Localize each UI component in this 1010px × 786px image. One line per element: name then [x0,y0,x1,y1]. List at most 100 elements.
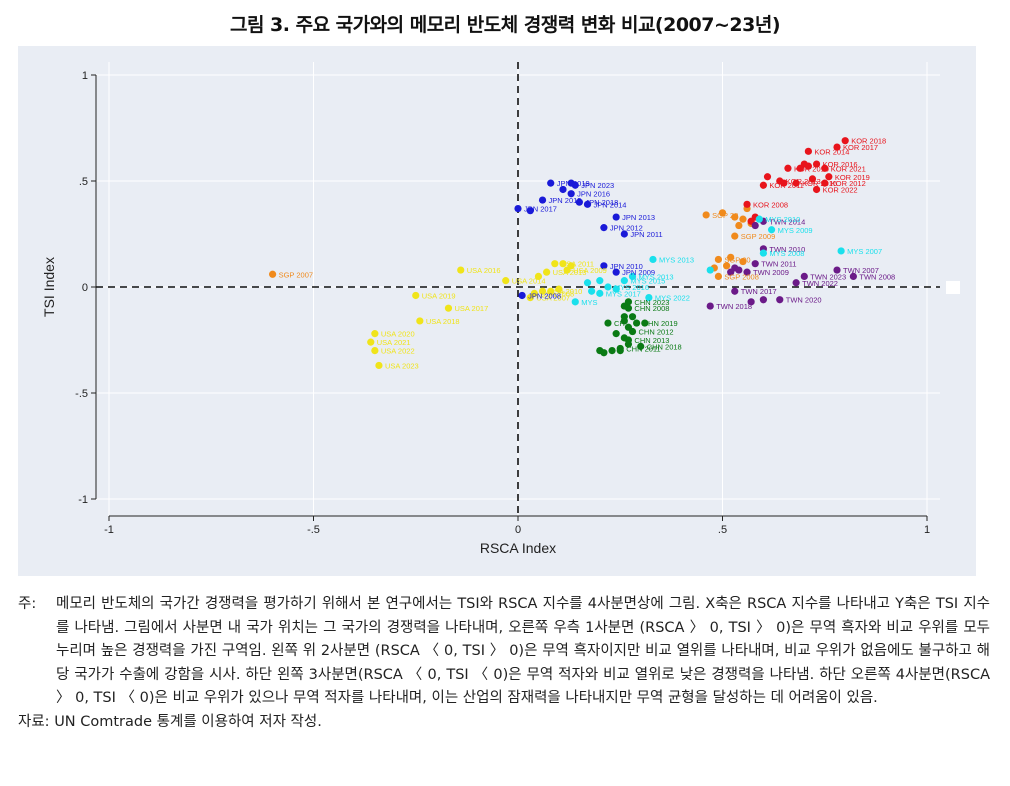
usa-point [367,338,375,346]
twn-point-label: TWN 2023 [810,272,846,281]
chn-point [596,347,604,355]
mys-point [588,287,596,295]
twn-point-label: TWN 2007 [843,266,879,275]
usa-point-label: USA 2023 [385,361,419,370]
chn-point [620,317,628,325]
kor-point-label: KOR 2018 [851,137,886,146]
usa-point [547,287,555,295]
jpn-point [600,262,608,270]
x-axis-label: RSCA Index [480,540,556,556]
twn-point-label: TWN 2018 [716,302,752,311]
chn-point [624,323,633,331]
chn-point [620,302,628,310]
twn-point [727,268,735,276]
mys-point-label: MYS 2022 [655,294,690,303]
twn-point [751,221,759,230]
jpn-point-label: JPN 2018 [585,198,618,207]
kor-point-label: KOR 2010 [794,164,829,173]
twn-point-label: TWN 2008 [859,272,895,281]
mys-point [706,266,714,274]
chn-point [620,334,628,342]
note-label: 주: [18,596,37,612]
sgp-point-label: SGP 20 [724,255,750,264]
jpn-point [612,268,620,276]
kor-point-label: KOR 2008 [753,200,788,209]
source-row: 자료: UN Comtrade 통계를 이용하여 저자 작성. [18,711,990,735]
figure-title: 그림 3. 주요 국가와의 메모리 반도체 경쟁력 변화 비교(2007~23년… [229,14,781,36]
y-axis-label: TSI Index [41,257,57,317]
twn-point [751,260,759,268]
mys-point-label: MYS 2007 [847,247,882,256]
data-points [269,137,857,370]
twn-point-label: TWN 2022 [802,279,838,288]
usa-point [551,260,559,268]
usa-point [371,347,379,355]
chn-point-label: CHN 2008 [634,304,669,313]
chn-point [624,340,633,348]
mys-point-label: MYS 2013 [659,255,694,264]
y-tick-label: .5 [79,176,88,188]
twn-point-label: TWN 2014 [769,217,805,226]
twn-point [731,287,739,295]
kor-point [784,164,792,172]
usa-point [559,260,567,268]
kor-point [780,179,788,187]
mys-point-label: MYS 2017 [606,289,641,298]
jpn-point-label: JPN 2016 [577,190,610,199]
kor-point [792,179,800,187]
kor-point-label: KOR 2016 [823,160,858,169]
jpn-point-label: JPN 2011 [630,230,662,239]
twn-point-label: TWN 2009 [753,268,789,277]
jpn-point-label: JPN 2012 [610,224,643,233]
chn-point [604,319,612,327]
twn-point [706,302,714,310]
twn-point [833,266,841,274]
chn-point-label: CHN 2019 [643,319,678,328]
figure-notes: 주: 메모리 반도체의 국가간 경쟁력을 평가하기 위해서 본 연구에서는 TS… [18,593,990,734]
mys-point [645,294,653,302]
mys-point [620,277,628,285]
kor-point-label: KOR 2013 [786,177,821,186]
x-tick-label: 1 [924,524,930,536]
twn-point-label: TWN 2020 [786,296,822,305]
kor-point [763,173,772,181]
mys-point-label: MYS 2015 [630,277,665,286]
x-tick-label: -.5 [307,524,320,536]
x-tick-label: .5 [718,524,727,536]
usa-point [416,317,424,325]
reference-lines [96,62,940,516]
jpn-point [547,179,555,187]
mys-point [759,249,768,257]
usa-point-label: USA 2007 [536,294,570,303]
sgp-point-label: SGP 2008 [724,272,758,281]
kor-point [743,200,751,208]
jpn-point [559,185,567,194]
jpn-point-label: JPN 2023 [581,181,614,190]
mys-point [628,272,637,280]
kor-point [821,179,829,187]
mys-point [767,226,776,234]
chn-point-label: CHN 2012 [639,328,674,337]
sgp-point-label: SGP 2007 [279,270,313,279]
kor-point [759,181,768,189]
twn-point [792,279,800,287]
chn-point [612,330,620,338]
plot-background [18,46,976,576]
sgp-point [269,270,277,278]
mys-point [583,279,592,287]
jpn-point [612,213,620,221]
usa-point-label: USA 2019 [422,291,456,300]
jpn-point [567,179,575,187]
kor-point-label: KOR 2017 [843,143,878,152]
chn-point-label: CHN 2018 [647,342,682,351]
usa-point-label: USA 2010 [549,287,583,296]
twn-point-label: TWN 2011 [761,260,796,269]
jpn-point-label: JPN 2019 [557,179,590,188]
chn-point [633,319,641,327]
kor-point [804,147,812,155]
legend-placeholder-box [946,281,960,294]
jpn-point-label: JPN 2015 [549,196,582,205]
twn-point [759,296,768,304]
sgp-point [702,211,710,219]
usa-point-label: USA 2017 [454,304,488,313]
